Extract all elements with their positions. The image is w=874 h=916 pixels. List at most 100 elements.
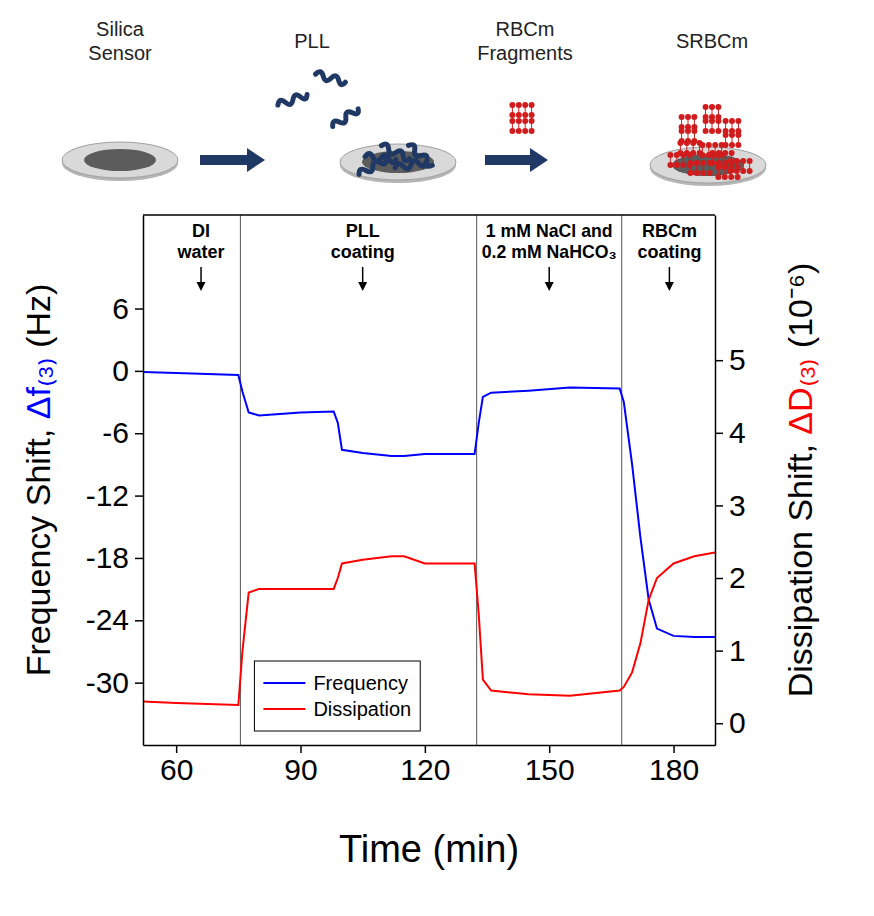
pll-sensor xyxy=(340,142,456,183)
lipid-head xyxy=(694,160,700,166)
phase-arrow-head xyxy=(197,282,206,291)
membrane-fragment xyxy=(679,114,698,130)
lipid-head xyxy=(685,128,691,134)
lipid-head xyxy=(735,142,741,148)
lipid-head xyxy=(522,128,528,134)
tick-label: 60 xyxy=(160,753,193,786)
membrane-fragment xyxy=(723,118,742,134)
membrane-fragment xyxy=(715,164,740,180)
tick-mark xyxy=(715,505,723,507)
tick: 150 xyxy=(525,745,575,786)
lipid-head xyxy=(715,118,721,124)
phase-label-line: PLL xyxy=(346,221,380,241)
axis-title-part: Dissipation Shift, xyxy=(781,435,819,698)
membrane-fragment xyxy=(703,104,722,120)
lipid-head xyxy=(706,152,712,158)
lipid-head xyxy=(516,112,522,118)
lipid-head xyxy=(735,132,741,138)
phase-label-line: RBCm xyxy=(642,221,697,241)
lipid-head xyxy=(684,150,690,156)
tick: 3 xyxy=(715,489,746,522)
axis-title-part: (Hz) xyxy=(19,284,57,358)
lipid-head xyxy=(687,170,693,176)
tick-label: 1 xyxy=(729,634,746,667)
tick-mark xyxy=(135,433,143,435)
lipid-head xyxy=(677,150,683,156)
pll-free xyxy=(277,71,360,130)
lipid-head xyxy=(522,118,528,124)
lipid-head xyxy=(715,128,721,134)
lipid-head xyxy=(709,160,715,166)
lipid-head xyxy=(727,158,733,164)
tick: 5 xyxy=(715,343,746,376)
schematic-label-line: Silica xyxy=(96,18,145,40)
membrane-fragment xyxy=(687,160,712,176)
disk-rim xyxy=(650,147,766,183)
lipid-head xyxy=(529,112,535,118)
membrane-fragment xyxy=(679,128,698,144)
lipid-head xyxy=(699,142,705,148)
lipid-head xyxy=(729,118,735,124)
tick-mark xyxy=(425,745,427,753)
lipid-head xyxy=(719,152,725,158)
lipid-head xyxy=(679,114,685,120)
phase-label: PLLcoating xyxy=(331,221,395,262)
phase-boundary xyxy=(621,215,622,745)
x-axis-title: Time (min) xyxy=(339,828,519,870)
lipid-head xyxy=(715,174,721,180)
plot-data xyxy=(143,215,715,745)
lipid-head xyxy=(691,128,697,134)
lipid-head xyxy=(729,150,735,156)
phase-label-line: water xyxy=(177,242,225,262)
legend-label: Frequency xyxy=(313,672,408,694)
tick-mark xyxy=(715,360,723,362)
tick-mark xyxy=(715,723,723,725)
tick-label: -30 xyxy=(86,666,129,699)
tick-mark xyxy=(300,745,302,753)
tick-label: -12 xyxy=(86,479,129,512)
legend-swatch xyxy=(263,682,305,684)
axis-line xyxy=(715,216,717,746)
axis-title-part: (10⁻⁶) xyxy=(781,263,819,358)
lipid-head xyxy=(685,114,691,120)
lipid-head xyxy=(703,128,709,134)
x-axis: 6090120150180 xyxy=(144,745,716,786)
lipid-head xyxy=(529,102,535,108)
disk-electrode xyxy=(84,149,156,171)
tick-label: 180 xyxy=(649,753,699,786)
lipid-head xyxy=(747,158,753,164)
lipid-head xyxy=(679,138,685,144)
lipid-head xyxy=(715,104,721,110)
phase-label-line: 1 mM NaCl and xyxy=(486,221,613,241)
tick-mark xyxy=(715,578,723,580)
legend-swatch xyxy=(263,708,305,710)
tick-label: 5 xyxy=(729,343,746,376)
annotations: DIwaterPLLcoating1 mM NaCl and0.2 mM NaH… xyxy=(177,221,702,291)
schematic: SilicaSensorPLLRBCmFragmentsSRBCm xyxy=(62,18,766,186)
tick: -30 xyxy=(86,666,143,699)
schematic-label-line: SRBCm xyxy=(676,30,748,52)
schematic-label: RBCmFragments xyxy=(477,18,573,64)
tick-mark xyxy=(135,682,143,684)
lipid-head xyxy=(516,118,522,124)
lipid-head xyxy=(735,174,741,180)
lipid-head xyxy=(709,118,715,124)
tick-label: -18 xyxy=(86,541,129,574)
lipid-head xyxy=(691,114,697,120)
schematic-label: PLL xyxy=(294,30,330,52)
lipid-head xyxy=(509,112,515,118)
lipid-head xyxy=(690,150,696,156)
lipid-head xyxy=(723,118,729,124)
pll-chain xyxy=(406,143,434,168)
lipid-head xyxy=(707,170,713,176)
lipid-head xyxy=(734,158,740,164)
pll-chain xyxy=(357,156,387,178)
background xyxy=(0,0,874,916)
membrane-fragment xyxy=(509,118,534,134)
tick-mark xyxy=(135,495,143,497)
srbcm-sensor xyxy=(650,104,766,186)
membrane-fragment xyxy=(723,132,742,148)
y2-axis-title: Dissipation Shift, ΔD₍₃₎ (10⁻⁶) xyxy=(781,263,819,698)
lipid-head xyxy=(679,128,685,134)
lipid-head xyxy=(703,118,709,124)
